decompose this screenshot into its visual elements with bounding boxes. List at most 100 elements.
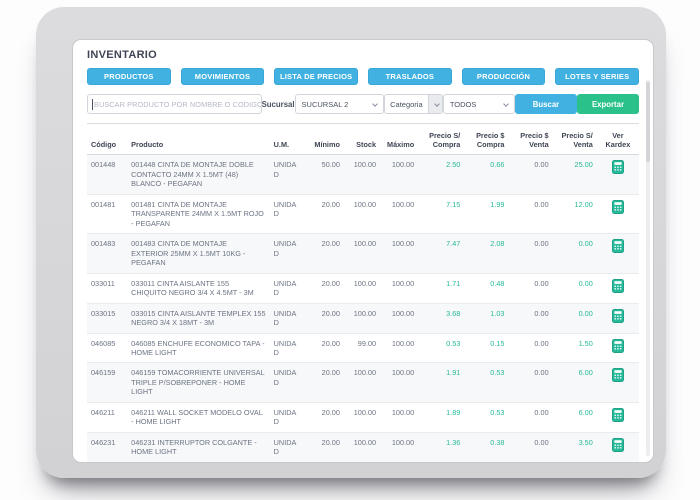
cell-producto: 046159 TOMACORRIENTE UNIVERSAL TRIPLE P/… <box>127 362 270 403</box>
ver-kardex-button[interactable] <box>611 407 624 422</box>
col-header-ver-kardex: Ver Kardex <box>596 125 639 156</box>
cell-precio-d-venta: 0.00 <box>508 333 553 364</box>
ver-kardex-button[interactable] <box>611 160 624 175</box>
exportar-button[interactable]: Exportar <box>576 94 639 114</box>
cell-maximo: 100.00 <box>380 273 419 304</box>
cell-precio-s-venta: 3.50 <box>552 432 597 462</box>
ver-kardex-button[interactable] <box>611 199 624 214</box>
scrollbar-thumb[interactable] <box>646 82 650 162</box>
table-row: 046085 046085 ENCHUFE ECONOMICO TAPA - H… <box>87 333 639 364</box>
cell-precio-d-compra: 1.03 <box>464 303 509 334</box>
cell-precio-s-venta: 20.00 <box>553 462 597 463</box>
categoria-label: Categoria <box>390 99 423 109</box>
cell-producto: 033011 CINTA AISLANTE 155 CHIQUITO NEGRO… <box>127 273 270 304</box>
buscar-button[interactable]: Buscar <box>514 94 577 114</box>
cell-stock: 100.00 <box>343 362 381 403</box>
cell-minimo: 20.00 <box>303 362 344 403</box>
cell-precio-d-compra: 0.38 <box>464 432 509 462</box>
ver-kardex-button[interactable] <box>611 437 624 452</box>
chevron-down-icon <box>503 101 509 107</box>
cell-codigo: 001483 <box>87 233 128 274</box>
cell-minimo: 20.00 <box>303 233 344 274</box>
col-header-maximo: Máximo <box>380 125 419 156</box>
cell-maximo: 100.00 <box>380 362 419 403</box>
cell-precio-s-compra: 2.50 <box>418 154 465 195</box>
tab-movimientos[interactable]: MOVIMIENTOS <box>180 68 265 85</box>
tab-produccion[interactable]: PRODUCCIÓN <box>461 68 546 85</box>
tab-productos[interactable]: PRODUCTOS <box>87 68 171 85</box>
table-row: 001483 001483 CINTA DE MONTAJE EXTERIOR … <box>87 233 639 274</box>
cell-stock: 99.00 <box>343 333 381 364</box>
cell-producto: 033015 CINTA AISLANTE TEMPLEX 155 NEGRO … <box>127 303 270 334</box>
device-frame: INVENTARIO PRODUCTOS MOVIMIENTOS LISTA D… <box>36 7 666 478</box>
search-input[interactable]: BUSCAR PRODUCTO POR NOMBRE O CODIGO <box>87 94 262 114</box>
categoria-select[interactable]: Categoria <box>384 94 443 114</box>
sucursal-select-value: SUCURSAL 2 <box>301 99 349 109</box>
cell-precio-d-compra: 0.15 <box>464 333 509 364</box>
cell-precio-s-venta: 1.50 <box>552 333 597 364</box>
cell-precio-d-venta: 0.00 <box>508 462 552 463</box>
tab-lista-de-precios[interactable]: LISTA DE PRECIOS <box>274 68 359 85</box>
cell-um: UNIDAD <box>269 303 304 334</box>
cell-um: UNIDAD <box>269 402 304 433</box>
cell-minimo: 50.00 <box>303 154 344 195</box>
calculator-icon <box>611 199 624 214</box>
cell-producto: 001481 CINTA DE MONTAJE TRANSPARENTE 24M… <box>127 194 270 235</box>
cell-stock: 100.00 <box>343 432 381 462</box>
table-row: 046231 046231 INTERRUPTOR COLGANTE - HOM… <box>87 432 639 462</box>
cell-producto: 046231 INTERRUPTOR COLGANTE - HOME LIGHT <box>127 432 270 462</box>
filter-bar: BUSCAR PRODUCTO POR NOMBRE O CODIGO Sucu… <box>87 94 639 114</box>
page-title: INVENTARIO <box>87 49 158 61</box>
cell-precio-s-compra: 7.47 <box>418 233 465 274</box>
tab-traslados[interactable]: TRASLADOS <box>368 68 452 85</box>
col-header-precio-s-compra: Precio S/ Compra <box>418 125 465 156</box>
cell-precio-d-venta: 0.00 <box>508 233 553 274</box>
cell-precio-d-venta: 0.00 <box>508 303 553 334</box>
cell-um: UNIDAD <box>269 154 304 195</box>
vertical-scrollbar[interactable] <box>646 80 650 456</box>
table-header: Código Producto U.M. Mínimo Stock Máximo… <box>87 125 639 156</box>
sucursal-select[interactable]: SUCURSAL 2 <box>294 94 385 114</box>
cell-minimo: 20.00 <box>303 194 344 235</box>
cell-precio-s-venta: 0.00 <box>552 233 597 274</box>
col-header-precio-s-venta: Precio S/ Venta <box>552 125 597 156</box>
ver-kardex-button[interactable] <box>611 338 624 353</box>
ver-kardex-button[interactable] <box>611 368 624 383</box>
col-header-um: U.M. <box>269 125 304 156</box>
ver-kardex-button[interactable] <box>611 278 624 293</box>
cell-precio-d-compra: 0.66 <box>464 154 509 195</box>
categoria-arrow <box>427 95 442 113</box>
cell-minimo: 20.00 <box>303 402 344 433</box>
cell-codigo: 046279 <box>87 462 127 463</box>
cell-precio-d-venta: 0.00 <box>508 273 553 304</box>
ver-kardex-button[interactable] <box>611 308 624 323</box>
cell-precio-s-venta: 0.00 <box>552 303 597 334</box>
filter-divider <box>87 123 639 124</box>
cell-stock: 100.00 <box>343 402 381 433</box>
cell-um: UNIDAD <box>269 333 304 364</box>
cell-minimo: 20.00 <box>303 273 344 304</box>
cell-precio-s-venta: 12.00 <box>552 194 597 235</box>
cell-precio-d-compra: 2.08 <box>464 233 509 274</box>
cell-producto: 001483 CINTA DE MONTAJE EXTERIOR 25MM X … <box>127 233 270 274</box>
cell-producto: 046085 ENCHUFE ECONOMICO TAPA - HOME LIG… <box>127 333 270 364</box>
cell-codigo: 046085 <box>87 333 128 364</box>
categoria-value-select[interactable]: TODOS <box>442 94 515 114</box>
cell-precio-s-compra: 3.68 <box>418 303 465 334</box>
col-header-codigo: Código <box>87 125 128 156</box>
cell-um: UNIDAD <box>270 462 304 463</box>
ver-kardex-button[interactable] <box>611 239 624 254</box>
calculator-icon <box>611 368 624 383</box>
cell-precio-s-venta: 6.00 <box>552 402 597 433</box>
cell-maximo: 100.00 <box>380 462 418 463</box>
cell-codigo: 033015 <box>87 303 128 334</box>
cell-precio-s-compra: 1.71 <box>418 273 465 304</box>
cell-precio-s-compra: 10.86 <box>418 462 464 463</box>
cell-precio-s-compra: 1.89 <box>418 402 465 433</box>
table-row: 046279 046279 SUPRESOR DE PICO 6 TOMAS N… <box>87 462 639 463</box>
tab-lotes-y-series[interactable]: LOTES Y SERIES <box>555 68 640 85</box>
cell-um: UNIDAD <box>269 233 304 274</box>
cell-maximo: 100.00 <box>380 303 419 334</box>
sucursal-label: Sucursal <box>261 99 295 109</box>
